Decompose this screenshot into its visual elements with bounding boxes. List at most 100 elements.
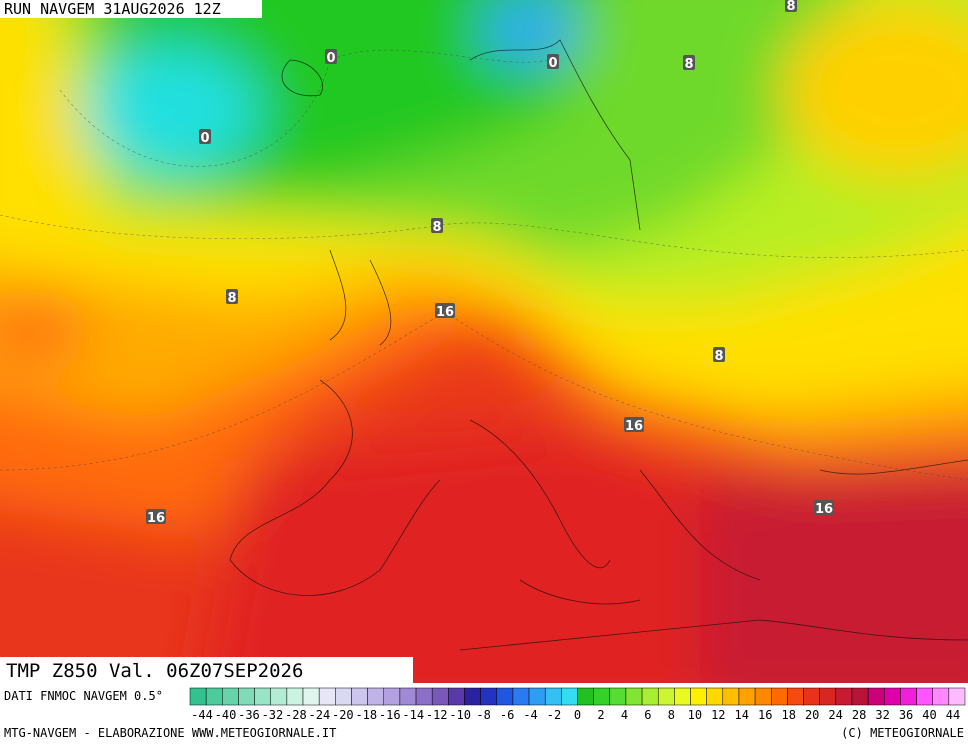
scale-cell — [480, 687, 498, 706]
contour-label-box — [325, 49, 337, 64]
scale-label: -24 — [309, 708, 331, 722]
scale-label: 10 — [688, 708, 702, 722]
contour-label: 16 — [625, 419, 643, 434]
isotherms — [0, 49, 968, 481]
contour-label: 8 — [786, 0, 795, 14]
contour-label: 0 — [548, 56, 557, 71]
contour-label-box — [435, 303, 455, 318]
scale-label: 14 — [735, 708, 749, 722]
scale-label: -44 — [191, 708, 213, 722]
contour-label: 8 — [432, 220, 441, 235]
scale-cell — [657, 687, 675, 706]
scale-cell — [835, 687, 853, 706]
contour-label-box — [146, 509, 166, 524]
scale-label: -8 — [476, 708, 490, 722]
scale-label: 20 — [805, 708, 819, 722]
scale-cell — [383, 687, 401, 706]
scale-cell — [415, 687, 433, 706]
scale-cell — [706, 687, 724, 706]
scale-label: 40 — [922, 708, 936, 722]
scale-label: -40 — [215, 708, 237, 722]
contour-label-box — [683, 55, 695, 70]
scale-cell — [900, 687, 917, 706]
scale-cell — [641, 687, 659, 706]
scale-cell — [803, 687, 820, 706]
data-source: DATI FNMOC NAVGEM 0.5° — [4, 689, 163, 703]
contour-label-box — [226, 289, 238, 304]
scale-cell — [787, 687, 804, 706]
scale-label: 2 — [597, 708, 604, 722]
scale-cell — [771, 687, 788, 706]
contour-label: 8 — [227, 291, 236, 306]
scale-label: 16 — [758, 708, 772, 722]
map-title: TMP Z850 Val. 06Z07SEP2026 — [6, 660, 303, 682]
scale-label: -28 — [285, 708, 307, 722]
scale-label: 0 — [574, 708, 581, 722]
contour-label: 8 — [714, 349, 723, 364]
scale-cell — [932, 687, 950, 706]
scale-cell — [690, 687, 707, 706]
contour-label-box — [431, 218, 443, 233]
scale-label: 24 — [828, 708, 842, 722]
scale-cell — [867, 687, 885, 706]
scale-cell — [254, 687, 271, 706]
scale-label: -36 — [238, 708, 260, 722]
scale-label: -16 — [379, 708, 401, 722]
scale-label: -20 — [332, 708, 354, 722]
scale-cell — [916, 687, 933, 706]
contour-label: 8 — [684, 57, 693, 72]
scale-label: -12 — [426, 708, 448, 722]
run-title: RUN NAVGEM 31AUG2026 12Z — [4, 0, 221, 18]
contour-label: 0 — [200, 131, 209, 146]
scale-cell — [351, 687, 368, 706]
scale-cell — [496, 687, 514, 706]
scale-cell — [318, 687, 336, 706]
scale-cell — [512, 687, 530, 706]
scale-cell — [222, 687, 239, 706]
scale-label: 4 — [621, 708, 628, 722]
scale-cell — [286, 687, 304, 706]
scale-cell — [238, 687, 255, 706]
scale-cell — [884, 687, 901, 706]
temperature-field — [0, 0, 968, 683]
contour-label-box — [624, 417, 644, 432]
scale-label: 18 — [781, 708, 795, 722]
scale-cell — [609, 687, 627, 706]
contour-label-box — [785, 0, 797, 12]
scale-label: 12 — [711, 708, 725, 722]
scale-cell — [593, 687, 611, 706]
scale-cell — [205, 687, 223, 706]
map-title-box — [0, 657, 413, 683]
scale-label: -4 — [523, 708, 537, 722]
contour-label: 16 — [436, 305, 454, 320]
scale-cell — [399, 687, 417, 706]
scale-label: -14 — [402, 708, 424, 722]
contour-label-box — [547, 54, 559, 69]
scale-cell — [448, 687, 465, 706]
scale-cell — [738, 687, 756, 706]
scale-label: 28 — [852, 708, 866, 722]
contour-label-box — [814, 500, 834, 515]
scale-cell — [674, 687, 691, 706]
scale-cell — [819, 687, 837, 706]
scale-cell — [851, 687, 869, 706]
scale-cell — [431, 687, 449, 706]
scale-cell — [189, 687, 207, 706]
scale-label: -6 — [500, 708, 514, 722]
scale-label: 8 — [668, 708, 675, 722]
scale-cell — [577, 687, 594, 706]
scale-label: -32 — [262, 708, 284, 722]
copyright: (C) METEOGIORNALE — [841, 726, 964, 740]
scale-cell — [722, 687, 740, 706]
contour-label: 0 — [326, 51, 335, 66]
scale-cell — [302, 687, 320, 706]
scale-label: -10 — [449, 708, 471, 722]
contour-label-box — [713, 347, 725, 362]
coastlines — [229, 39, 968, 651]
scale-cell — [754, 687, 772, 706]
credit: MTG-NAVGEM - ELABORAZIONE WWW.METEOGIORN… — [4, 726, 336, 740]
scale-cell — [335, 687, 352, 706]
scale-label: -2 — [547, 708, 561, 722]
